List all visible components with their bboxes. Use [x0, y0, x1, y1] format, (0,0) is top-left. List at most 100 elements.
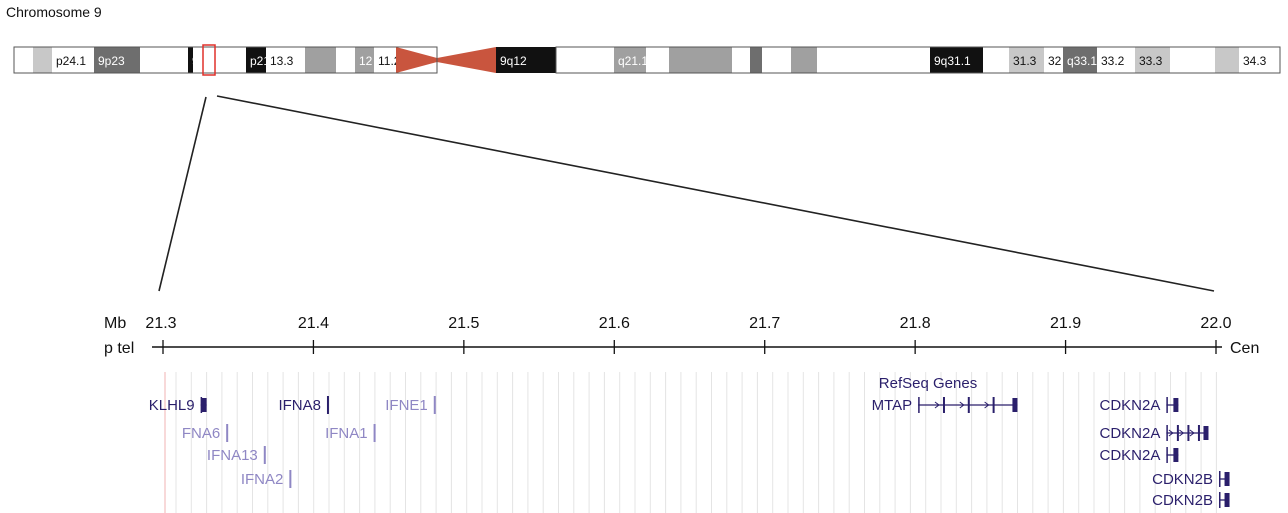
gene-label: KLHL9 — [149, 397, 195, 414]
axis-tick-label: 22.0 — [1200, 315, 1231, 332]
ideogram-band — [1063, 47, 1097, 73]
gene-exon — [918, 397, 920, 413]
gene-label: IFNA2 — [241, 471, 284, 488]
axis-tick-label: 21.3 — [145, 315, 176, 332]
gene-exon — [1166, 397, 1168, 413]
ideogram-band — [1097, 47, 1135, 73]
strand-arrow — [1179, 429, 1185, 437]
gene-label: IFNA13 — [207, 447, 258, 464]
gene-label: CDKN2A — [1099, 425, 1160, 442]
ideogram-band — [355, 47, 374, 73]
axis-tick-label: 21.5 — [448, 315, 479, 332]
ideogram-band — [930, 47, 983, 73]
gene-label: MTAP — [872, 397, 913, 414]
gene-feature: IFNA8 — [278, 396, 329, 414]
ideogram: p24.19p239p21.3p21.113.31211.29q12q21.13… — [13, 44, 1281, 76]
gene-exon — [1203, 426, 1209, 440]
ideogram-band — [669, 47, 732, 73]
gene-feature: CDKN2B — [1152, 471, 1230, 488]
gene-feature: CDKN2A — [1099, 447, 1179, 464]
ideogram-band — [556, 47, 614, 73]
gene-feature: CDKN2A — [1099, 425, 1209, 442]
gene-body — [263, 446, 266, 464]
band-label: q21.13 — [618, 54, 655, 68]
axis-tick-label: 21.9 — [1050, 315, 1081, 332]
ideogram-band — [94, 47, 140, 73]
gene-label: IFNA8 — [278, 397, 321, 414]
band-label: 32 — [1048, 54, 1062, 68]
ideogram-band — [305, 47, 336, 73]
gene-feature: CDKN2B — [1152, 492, 1230, 509]
gene-exon — [1173, 398, 1179, 412]
zoom-line-left — [158, 96, 207, 292]
chromosome-title: Chromosome 9 — [6, 4, 102, 20]
gene-exon — [967, 397, 970, 413]
axis-tick-label: 21.6 — [599, 315, 630, 332]
gene-exon — [942, 397, 945, 413]
gene-exon — [1173, 448, 1179, 462]
zoom-line-right — [216, 95, 1215, 292]
ideogram-band — [374, 47, 396, 73]
gene-feature: IFNE1 — [385, 396, 436, 414]
gene-exon — [1176, 425, 1179, 441]
gene-exon — [1166, 447, 1168, 463]
ideogram-band — [336, 47, 355, 73]
gene-feature: KLHL9 — [149, 397, 207, 414]
ideogram-band — [1009, 47, 1044, 73]
gene-exon — [1166, 425, 1168, 441]
refseq-track: RefSeq GenesKLHL9FNA6IFNA13IFNA2IFNA8IFN… — [149, 372, 1230, 513]
gene-label: IFNA1 — [325, 425, 368, 442]
gene-feature: CDKN2A — [1099, 397, 1179, 414]
gene-exon — [1219, 492, 1221, 508]
ideogram-band — [14, 47, 33, 73]
gene-feature: IFNA1 — [325, 424, 376, 442]
gene-exon — [201, 398, 207, 412]
gene-feature: FNA6 — [182, 424, 229, 442]
strand-arrow — [959, 401, 965, 409]
gene-body — [373, 424, 376, 442]
coordinate-axis: 21.3 21.4 21.5 21.6 21.7 21.8 21.9 22.0 Mb p tel C… — [104, 315, 1259, 357]
axis-tick-label: 21.7 — [749, 315, 780, 332]
gene-feature: MTAP — [872, 397, 1018, 414]
ideogram-band — [1215, 47, 1239, 73]
gene-exon — [1224, 472, 1230, 486]
axis-unit-label: Mb — [104, 315, 126, 332]
strand-arrow — [984, 401, 990, 409]
gene-exon — [1012, 398, 1018, 412]
gene-body — [289, 470, 292, 488]
ideogram-band — [52, 47, 94, 73]
gene-exon — [1219, 471, 1221, 487]
gene-exon — [200, 397, 203, 413]
ideogram-band — [188, 47, 193, 73]
ideogram-band — [750, 47, 762, 73]
band-label: 9p23 — [98, 54, 125, 68]
centromere-half — [396, 47, 437, 73]
centromere-half — [437, 47, 496, 73]
strand-arrow — [1168, 429, 1174, 437]
gene-exon — [992, 397, 995, 413]
strand-arrow — [1189, 429, 1195, 437]
ideogram-band — [646, 47, 669, 73]
gene-label: CDKN2B — [1152, 492, 1213, 509]
ideogram-band — [732, 47, 750, 73]
p-tel-label: p tel — [104, 340, 134, 357]
ideogram-band — [140, 47, 188, 73]
ideogram-band — [246, 47, 266, 73]
gene-body — [433, 396, 436, 414]
gene-exon — [1187, 425, 1190, 441]
gene-label: FNA6 — [182, 425, 220, 442]
strand-arrow — [934, 401, 940, 409]
ideogram-band — [33, 47, 52, 73]
ideogram-band — [762, 47, 791, 73]
centromere-direction-label: Cen — [1230, 340, 1259, 357]
band-label: 12 — [359, 54, 373, 68]
gene-label: CDKN2A — [1099, 447, 1160, 464]
ideogram-band — [791, 47, 817, 73]
band-label: 13.3 — [270, 54, 294, 68]
axis-tick-label: 21.4 — [298, 315, 329, 332]
gene-body — [226, 424, 229, 442]
gene-exon — [1224, 493, 1230, 507]
ideogram-band — [193, 47, 246, 73]
gene-feature: IFNA13 — [207, 446, 266, 464]
